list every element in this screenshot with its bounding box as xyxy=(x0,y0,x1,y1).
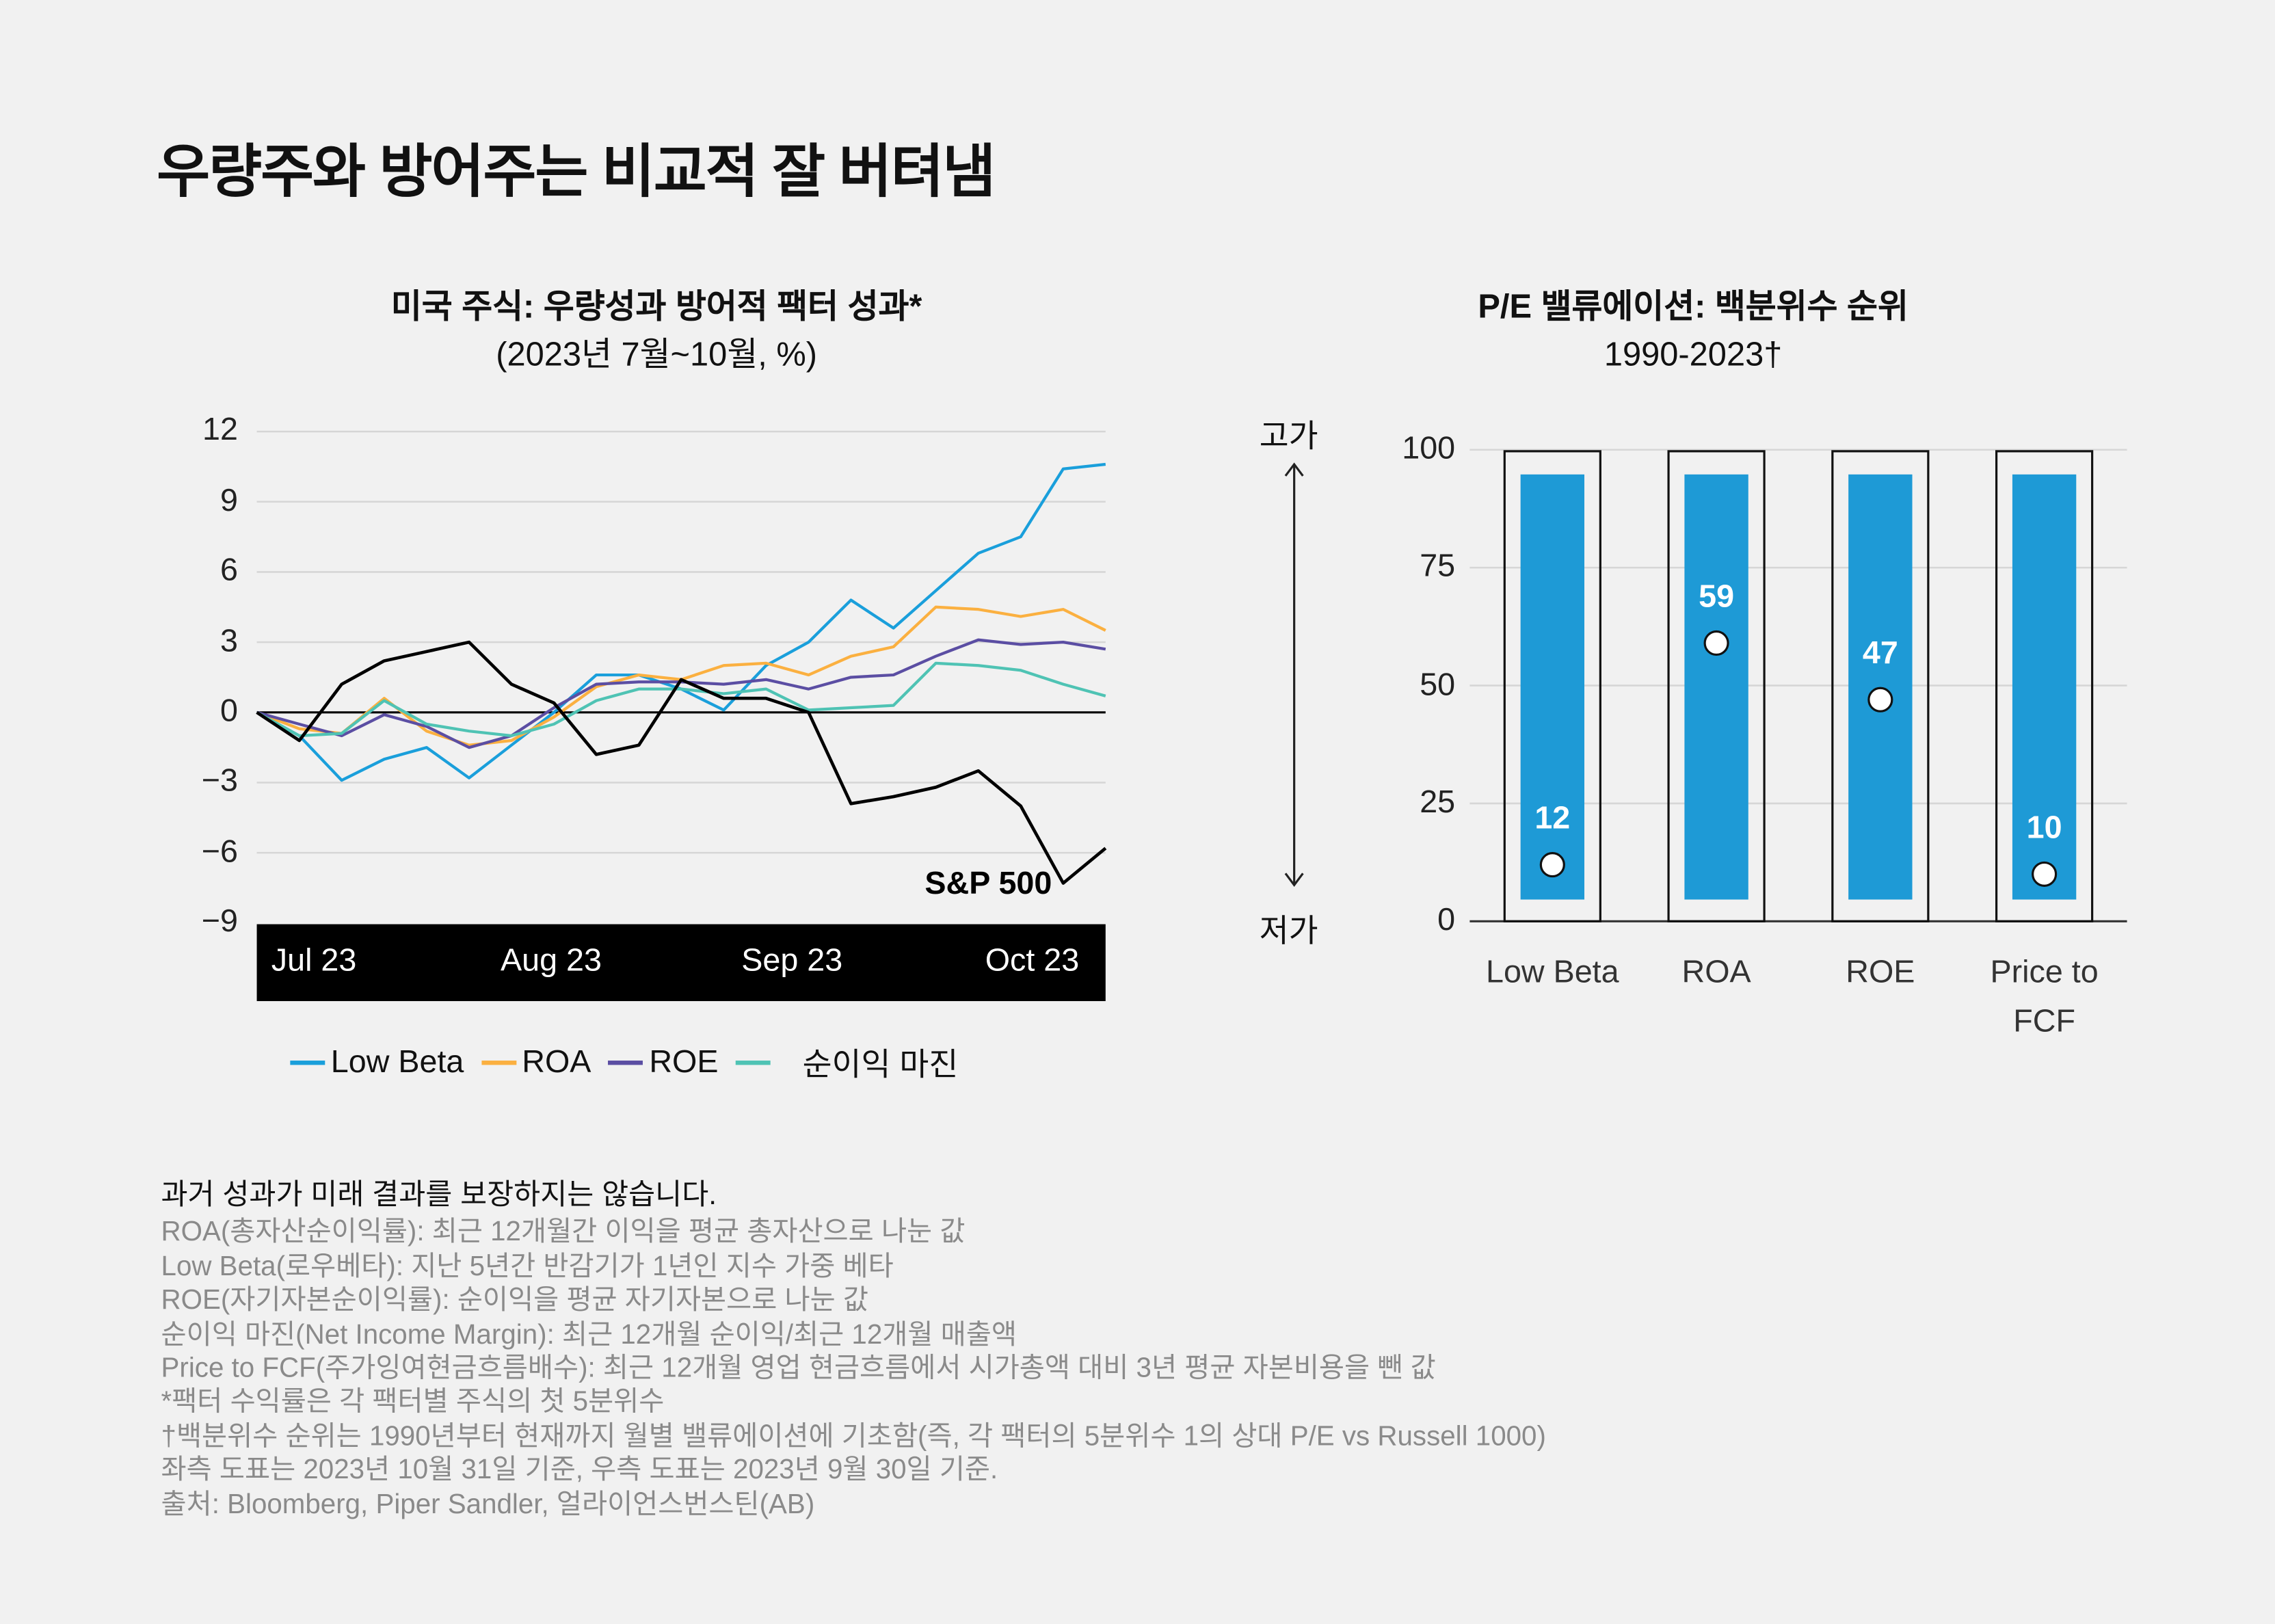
y-tick-label: 9 xyxy=(219,481,238,518)
legend: Low Beta ROA ROE 순이익 마진 xyxy=(290,1039,958,1085)
footnote-line: Low Beta(로우베타): 지난 5년간 반감기가 1년인 지수 가중 베타 xyxy=(161,1251,894,1283)
line-chart-title: 미국 주식: 우량성과 방어적 팩터 성과* xyxy=(390,287,922,325)
bar-value-label: 10 xyxy=(2027,809,2062,844)
x-tick-label: Jul 23 xyxy=(271,942,357,979)
bar-frame xyxy=(1995,450,2094,922)
legend-swatch-low-beta xyxy=(290,1059,325,1065)
bar-frame xyxy=(1667,450,1766,922)
y-tick-label: −6 xyxy=(201,832,238,869)
bar xyxy=(1684,474,1748,900)
y-tick-label: 12 xyxy=(202,411,238,448)
double-arrow-icon xyxy=(1284,462,1304,887)
bar-frame xyxy=(1831,450,1930,922)
bar-value-label: 47 xyxy=(1863,635,1898,670)
page-title: 우량주와 방어주는 비교적 잘 버텨냄 xyxy=(157,140,996,205)
category-label: ROA xyxy=(1681,953,1751,990)
category-label: Price to FCF xyxy=(1990,953,2099,1039)
bar xyxy=(2012,474,2077,900)
footnote-line: *팩터 수익률은 각 팩터별 주식의 첫 5분위수 xyxy=(161,1387,665,1418)
y-tick-label: 0 xyxy=(219,692,238,729)
y-tick-label: 100 xyxy=(1402,429,1456,466)
bar-value-label: 59 xyxy=(1699,578,1734,613)
y-tick-label: 50 xyxy=(1420,665,1456,702)
legend-label-low-beta: Low Beta xyxy=(330,1043,464,1080)
x-tick-label: Aug 23 xyxy=(501,942,602,979)
category-label: Low Beta xyxy=(1485,953,1619,990)
y-tick-label: 3 xyxy=(219,622,238,658)
footnote-line: 순이익 마진(Net Income Margin): 최근 12개월 순이익/최… xyxy=(161,1320,1017,1350)
category-label: ROE xyxy=(1846,953,1915,990)
bar-chart-subtitle: 1990-2023† xyxy=(1604,335,1783,373)
legend-swatch-net-margin xyxy=(735,1059,771,1065)
legend-swatch-roe xyxy=(608,1059,643,1065)
percentile-marker xyxy=(1539,852,1565,878)
legend-label-roa: ROA xyxy=(522,1043,591,1080)
legend-swatch-roa xyxy=(481,1059,516,1065)
y-tick-label: 0 xyxy=(1437,901,1456,937)
legend-label-net-margin: 순이익 마진 xyxy=(802,1046,959,1082)
disclaimer: 과거 성과가 미래 결과를 보장하지는 않습니다. xyxy=(161,1180,717,1212)
bar-chart-header: P/E 밸류에이션: 백분위수 순위 1990-2023† xyxy=(1393,283,1993,379)
bar xyxy=(1520,474,1585,900)
series-line-net-margin xyxy=(256,661,1106,738)
percentile-marker xyxy=(2032,861,2058,887)
y-tick-label: 6 xyxy=(219,551,238,588)
sp500-label: S&P 500 xyxy=(924,865,1052,901)
footnote-line: 출처: Bloomberg, Piper Sandler, 얼라이언스번스틴(A… xyxy=(161,1489,815,1520)
footnote-line: ROE(자기자본순이익률): 순이익을 평균 자기자본으로 나눈 값 xyxy=(161,1286,868,1316)
x-tick-label: Oct 23 xyxy=(985,942,1080,979)
y-tick-label: −3 xyxy=(201,762,238,799)
percentile-marker xyxy=(1867,687,1893,713)
footnote-line: 좌측 도표는 2023년 10월 31일 기준, 우측 도표는 2023년 9월… xyxy=(161,1455,998,1487)
line-chart-subtitle: (2023년 7월~10월, %) xyxy=(496,335,818,373)
footnote-line: Price to FCF(주가잉여현금흐름배수): 최근 12개월 영업 현금흐… xyxy=(161,1353,1436,1385)
bar-frame xyxy=(1503,450,1601,922)
y-tick-label: −9 xyxy=(201,903,238,940)
axis-high-label: 고가 xyxy=(1259,418,1318,455)
series-line-sp500 xyxy=(256,640,1107,885)
bar-chart-title: P/E 밸류에이션: 백분위수 순위 xyxy=(1478,287,1908,325)
percentile-marker xyxy=(1703,630,1729,656)
x-tick-label: Sep 23 xyxy=(741,942,843,979)
footnote-line: †백분위수 순위는 1990년부터 현재까지 월별 밸류에이션에 기초함(즉, … xyxy=(161,1422,1546,1452)
footnotes: 과거 성과가 미래 결과를 보장하지는 않습니다. ROA(총자산순이익률): … xyxy=(161,1180,1546,1522)
footnote-line: ROA(총자산순이익률): 최근 12개월간 이익을 평균 총자산으로 나눈 값 xyxy=(161,1218,966,1249)
axis-low-label: 저가 xyxy=(1259,912,1318,949)
y-tick-label: 25 xyxy=(1420,783,1456,820)
x-axis-band xyxy=(256,924,1106,1002)
legend-label-roe: ROE xyxy=(649,1043,719,1080)
bar-value-label: 12 xyxy=(1534,800,1570,836)
y-tick-label: 75 xyxy=(1420,547,1456,584)
line-chart-header: 미국 주식: 우량성과 방어적 팩터 성과* (2023년 7월~10월, %) xyxy=(290,283,1023,379)
